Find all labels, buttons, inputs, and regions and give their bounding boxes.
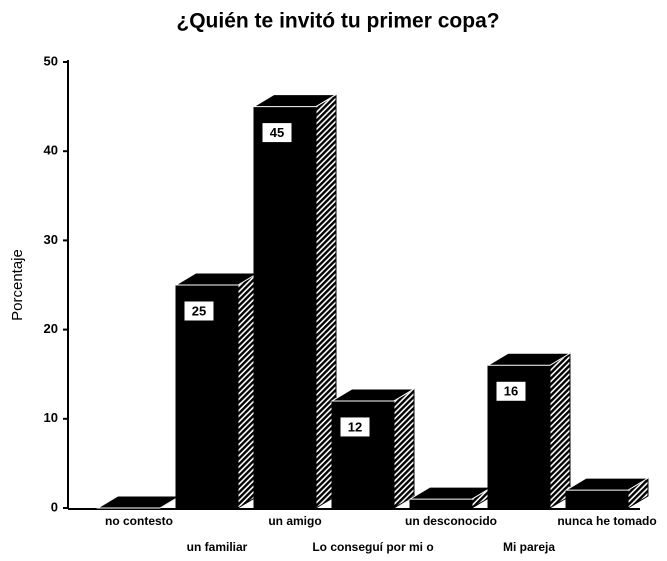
y-tick-label: 20 bbox=[44, 321, 58, 336]
bar-top bbox=[96, 495, 182, 509]
value-label: 25 bbox=[192, 303, 206, 318]
bar-top bbox=[486, 352, 572, 366]
y-tick-label: 10 bbox=[44, 410, 58, 425]
bar bbox=[486, 352, 572, 509]
chart-title: ¿Quién te invitó tu primer copa? bbox=[176, 10, 499, 33]
bar bbox=[564, 477, 650, 509]
bar-front bbox=[565, 489, 629, 509]
bar-side bbox=[393, 388, 415, 509]
bar-top bbox=[252, 94, 338, 108]
value-label: 16 bbox=[504, 384, 518, 399]
y-tick-label: 50 bbox=[44, 53, 58, 68]
x-tick-label: no contesto bbox=[105, 514, 173, 528]
x-tick-label: Lo conseguí por mi o bbox=[312, 540, 433, 554]
bar bbox=[96, 495, 182, 509]
value-label-box bbox=[339, 416, 371, 438]
value-label: 45 bbox=[270, 125, 284, 140]
bar-front bbox=[253, 106, 317, 509]
value-label-box bbox=[183, 300, 215, 322]
x-tick-label: un desconocido bbox=[405, 514, 497, 528]
y-tick-label: 40 bbox=[44, 143, 58, 158]
bar-side bbox=[549, 352, 571, 509]
value-label: 12 bbox=[348, 419, 362, 434]
y-tick-label: 0 bbox=[51, 499, 58, 514]
x-tick-label: un familiar bbox=[187, 540, 248, 554]
bar-top bbox=[564, 477, 650, 491]
x-tick-label: nunca he tomado bbox=[557, 514, 656, 528]
bar-front bbox=[175, 284, 239, 509]
value-label-box bbox=[495, 380, 527, 402]
x-tick-label: un amigo bbox=[268, 514, 321, 528]
bar bbox=[408, 486, 494, 509]
x-tick-label: Mi pareja bbox=[503, 540, 555, 554]
bar bbox=[252, 93, 338, 509]
bar-top bbox=[330, 388, 416, 402]
y-tick-label: 30 bbox=[44, 232, 58, 247]
value-label-box bbox=[261, 122, 293, 144]
y-axis-label: Porcentaje bbox=[9, 249, 26, 321]
bar-front bbox=[409, 498, 473, 509]
bar bbox=[330, 388, 416, 509]
